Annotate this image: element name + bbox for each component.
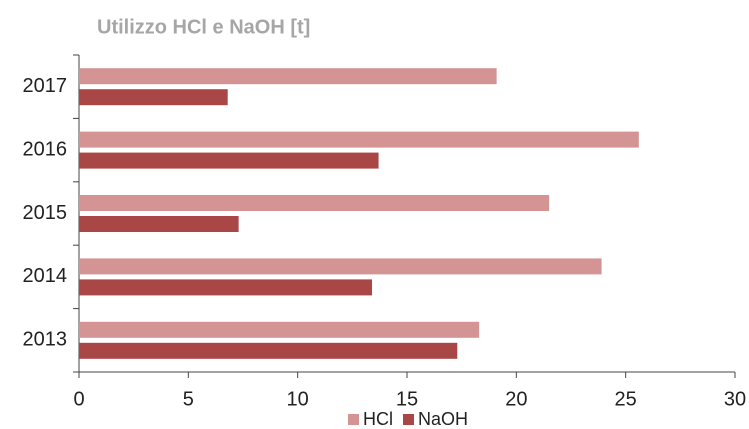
x-tick-label: 30 xyxy=(724,388,746,410)
x-tick-label: 0 xyxy=(73,388,84,410)
legend-label: NaOH xyxy=(418,409,468,429)
legend-swatch xyxy=(348,414,359,425)
bar xyxy=(79,279,373,296)
x-tick-label: 10 xyxy=(287,388,309,410)
bar xyxy=(79,216,239,232)
bar xyxy=(79,342,458,359)
y-tick-label: 2016 xyxy=(23,138,68,160)
bar xyxy=(79,68,497,85)
x-tick-label: 20 xyxy=(505,388,527,410)
bar xyxy=(79,258,602,275)
y-tick-label: 2014 xyxy=(23,265,68,287)
legend-label: HCl xyxy=(363,409,393,429)
chart-title: Utilizzo HCl e NaOH [t] xyxy=(97,16,310,38)
bar xyxy=(79,131,639,148)
x-tick-label: 5 xyxy=(183,388,194,410)
x-tick-label: 15 xyxy=(396,388,418,410)
x-tick-label: 25 xyxy=(615,388,637,410)
bar xyxy=(79,321,480,338)
bar xyxy=(79,89,228,106)
bar xyxy=(79,195,550,211)
y-tick-label: 2017 xyxy=(23,75,68,97)
bar xyxy=(79,152,379,169)
y-tick-label: 2013 xyxy=(23,329,68,351)
legend-swatch xyxy=(403,414,414,425)
y-tick-label: 2015 xyxy=(23,202,68,224)
